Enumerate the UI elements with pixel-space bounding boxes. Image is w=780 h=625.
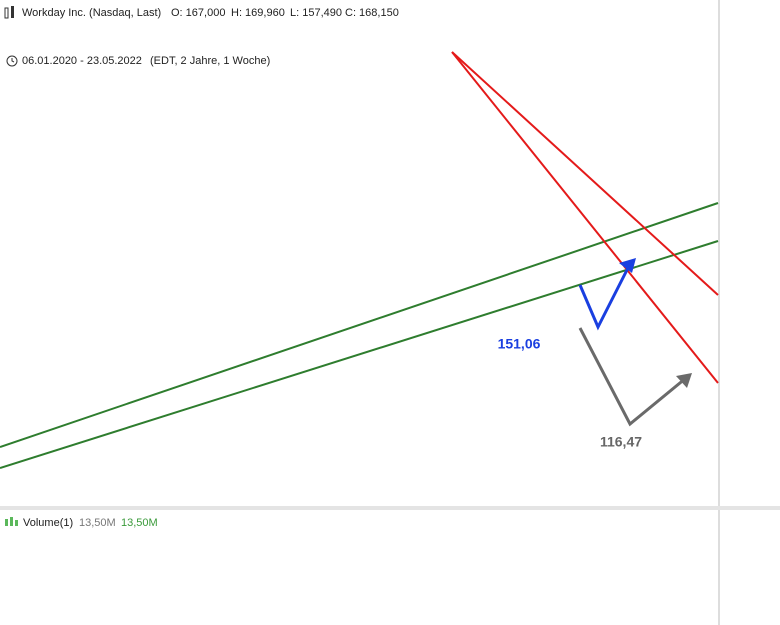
- interval: (EDT, 2 Jahre, 1 Woche): [150, 55, 270, 67]
- candle-icon: [11, 6, 14, 18]
- axis-background: [719, 0, 780, 625]
- date-range: 06.01.2020 - 23.05.2022: [22, 55, 142, 67]
- arrow-head: [676, 373, 692, 388]
- ohlc-label: C: 168,150: [345, 7, 399, 19]
- arrow-head: [619, 258, 636, 273]
- annotation-layer: 151,06 116,47: [0, 51, 719, 469]
- ohlc-label: H: 169,960: [231, 7, 285, 19]
- clock-icon: [11, 58, 15, 63]
- volume-legend: Volume(1): [23, 517, 73, 529]
- clock-icon: [6, 55, 18, 67]
- chart-title: Workday Inc. (Nasdaq, Last): [22, 7, 161, 19]
- forecast-arrow: [578, 263, 632, 331]
- volume-icon: [10, 517, 13, 526]
- header: Workday Inc. (Nasdaq, Last) O: 167,000 H…: [4, 6, 399, 529]
- panel-separator: [0, 506, 780, 510]
- volume-icon: [5, 519, 8, 526]
- annotation: 116,47: [600, 434, 642, 450]
- volume-icon: [15, 520, 18, 526]
- volume-legend-value: 13,50M: [79, 517, 116, 529]
- candle-icon: [4, 7, 9, 19]
- ohlc-label: O: 167,000: [171, 7, 225, 19]
- trend-line: [0, 202, 719, 448]
- ohlc-label: L: 157,490: [290, 7, 342, 19]
- trend-line: [451, 51, 719, 384]
- trend-line: [0, 240, 719, 469]
- forecast-arrow: [578, 327, 687, 427]
- annotation: 151,06: [498, 336, 541, 352]
- trend-line: [451, 51, 719, 296]
- volume-legend-value: 13,50M: [121, 517, 158, 529]
